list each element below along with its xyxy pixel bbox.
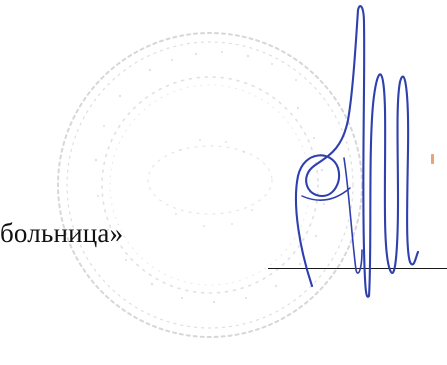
organization-name-fragment: больница» <box>0 218 124 248</box>
ink-mark <box>431 154 434 164</box>
signature-line <box>268 268 447 269</box>
